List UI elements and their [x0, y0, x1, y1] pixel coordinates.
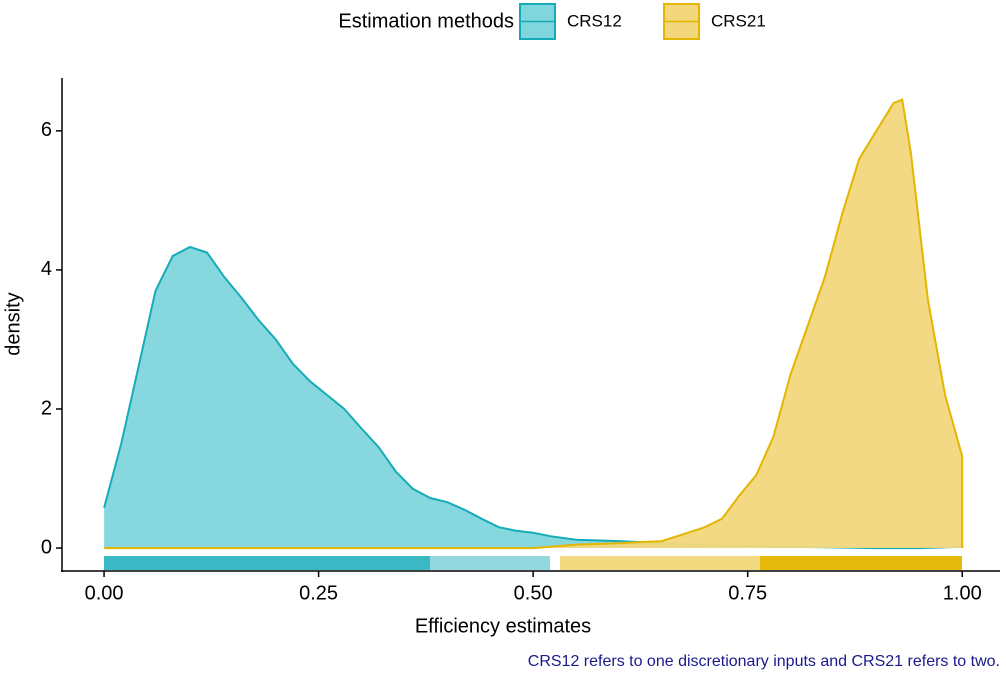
legend-label: CRS12	[567, 11, 622, 30]
rug-crs21-dense	[760, 556, 962, 570]
legend-label: CRS21	[711, 11, 766, 30]
y-tick-label: 6	[41, 119, 52, 141]
x-axis-label: Efficiency estimates	[415, 615, 591, 637]
density-line	[104, 98, 964, 550]
legend-title: Estimation methods	[338, 10, 514, 32]
y-tick-label: 2	[41, 397, 52, 419]
rug	[104, 556, 962, 570]
density-area	[104, 247, 963, 549]
caption: CRS12 refers to one discretionary inputs…	[528, 653, 1000, 670]
y-axis-label: density	[2, 292, 24, 355]
x-tick-label: 1.00	[943, 582, 982, 604]
x-tick-label: 0.75	[728, 582, 767, 604]
y-tick-label: 0	[41, 536, 52, 558]
x-tick-label: 0.00	[85, 582, 124, 604]
rug-crs12	[104, 556, 550, 570]
x-tick-label: 0.50	[514, 582, 553, 604]
plot-area	[103, 98, 964, 550]
y-tick-label: 4	[41, 258, 52, 280]
density-area	[104, 99, 963, 549]
x-tick-label: 0.25	[299, 582, 338, 604]
